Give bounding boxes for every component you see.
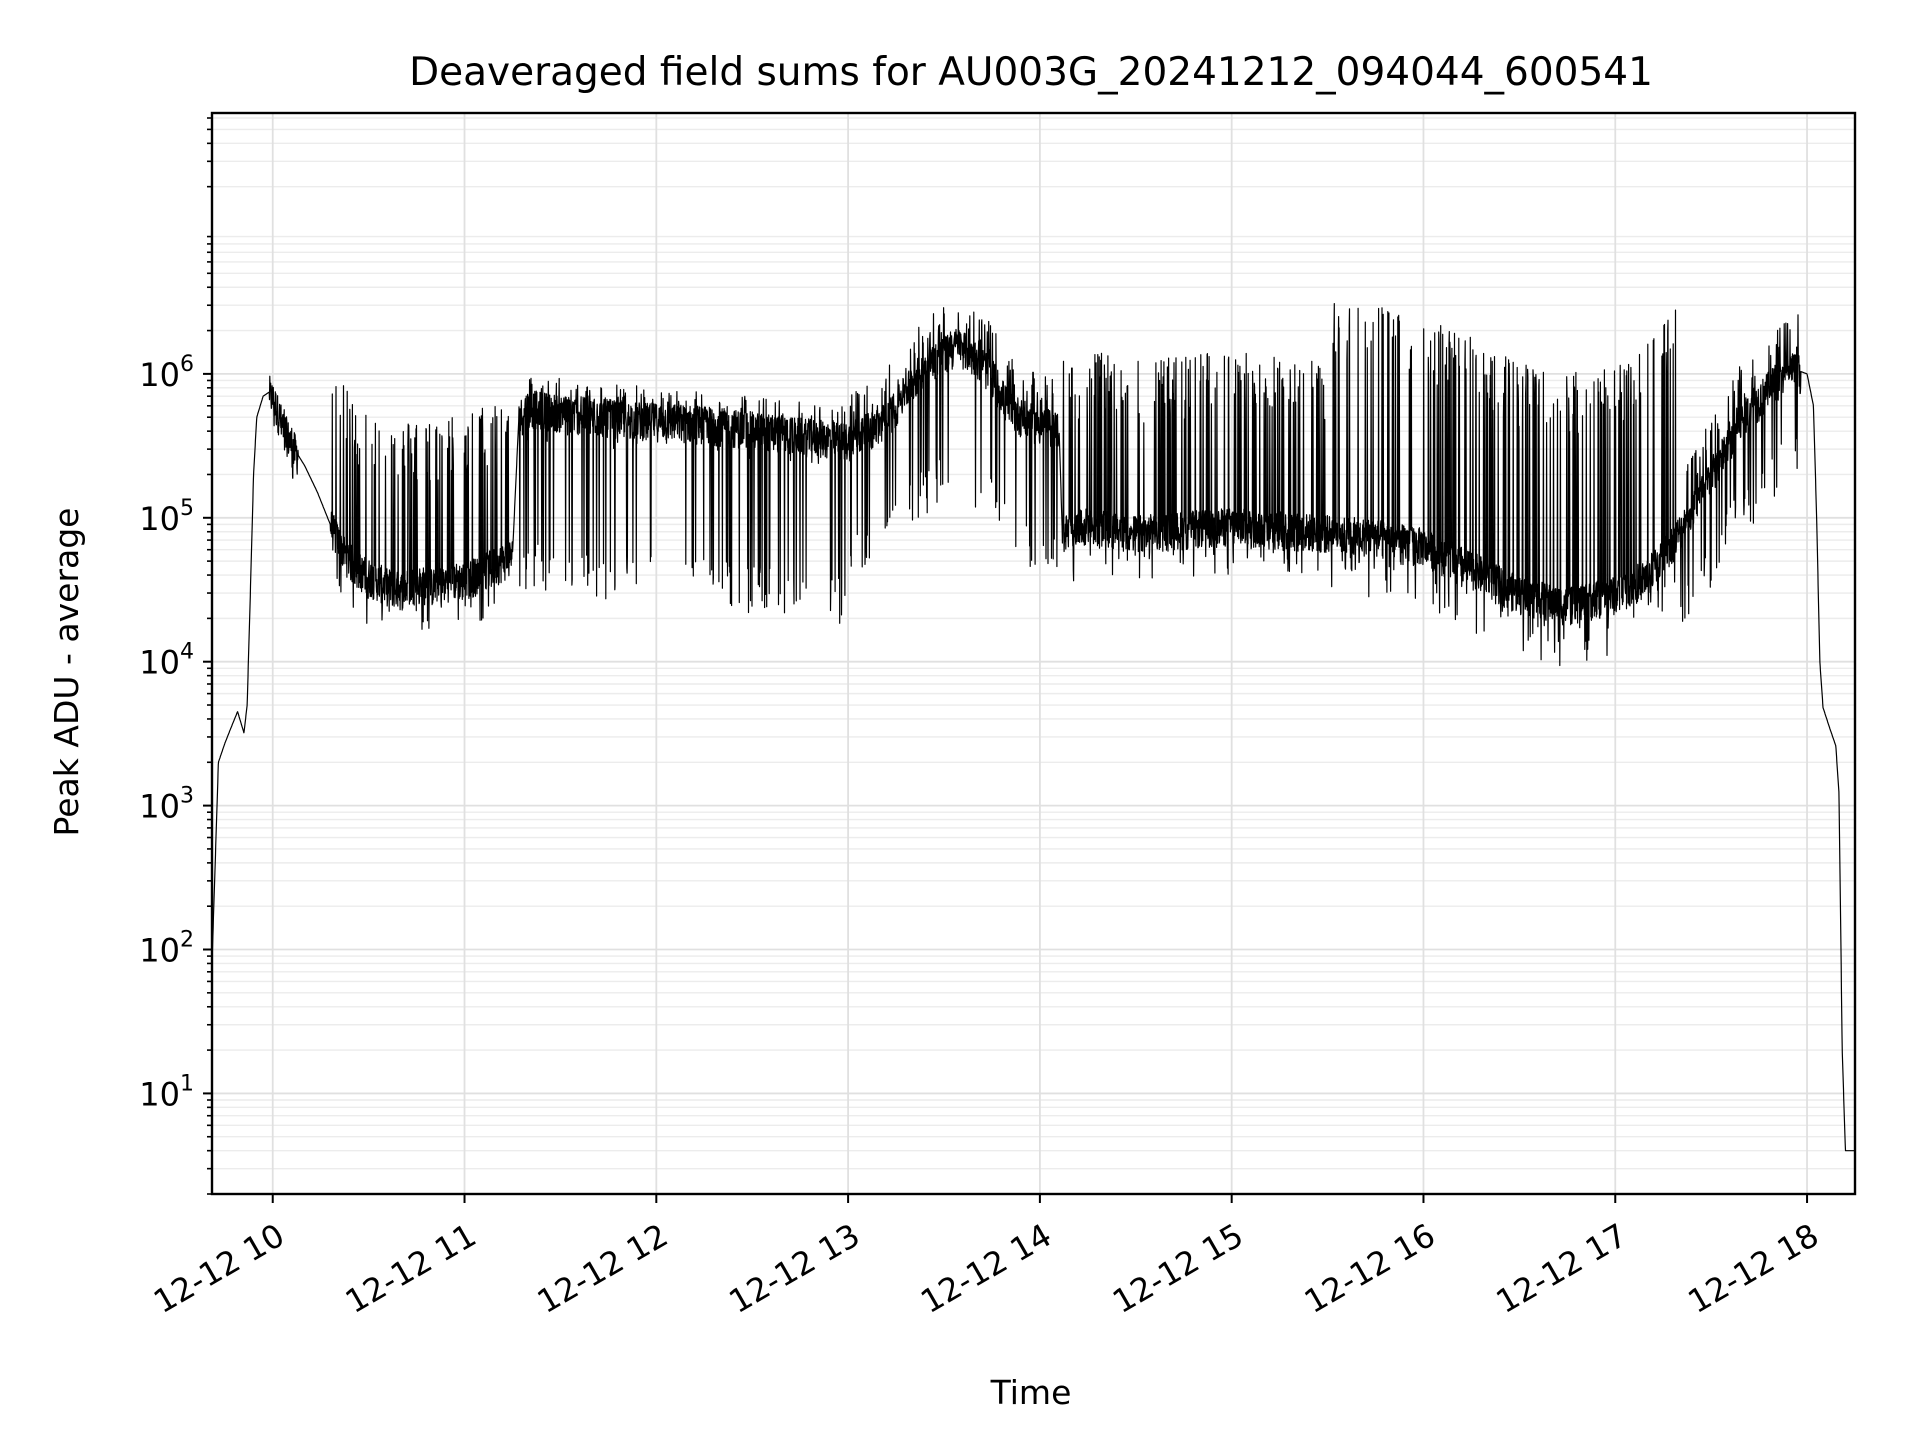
y-tick-label: 101 xyxy=(139,1071,194,1113)
y-axis-label: Peak ADU - average xyxy=(47,508,86,837)
grid-layer xyxy=(212,113,1855,1195)
chart-title: Deaveraged field sums for AU003G_2024121… xyxy=(409,50,1653,95)
y-tick-label: 105 xyxy=(139,496,194,538)
y-tick-label: 106 xyxy=(139,352,194,394)
x-axis-label: Time xyxy=(990,1373,1072,1412)
plot-frame xyxy=(210,111,1857,1196)
series-layer xyxy=(211,303,1856,1152)
series-line xyxy=(211,303,1856,1152)
y-tick-label: 102 xyxy=(139,928,194,970)
y-tick-label: 104 xyxy=(139,640,194,682)
y-tick-label: 103 xyxy=(139,784,194,826)
